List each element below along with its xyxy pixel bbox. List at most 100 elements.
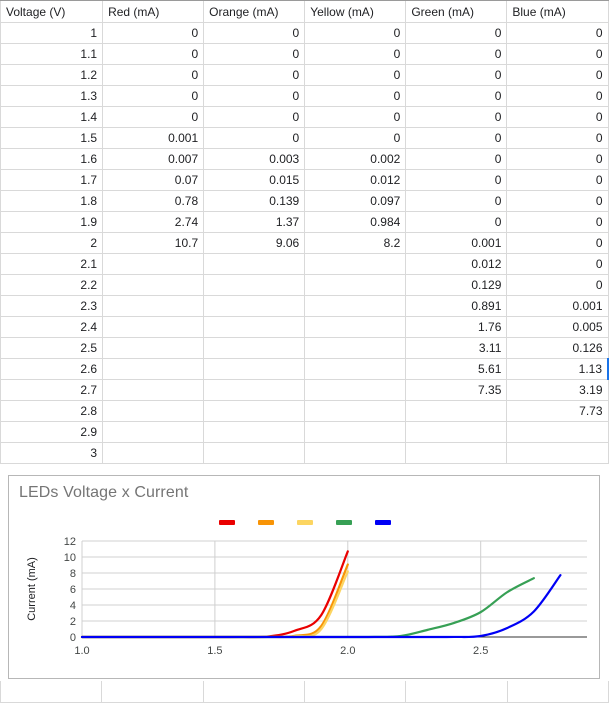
cell-r9-c2[interactable]: 1.37: [203, 211, 306, 233]
cell-r10-c2[interactable]: 9.06: [203, 232, 306, 254]
table-row[interactable]: 2.6 5.61 1.13: [0, 358, 609, 380]
cell-r4-c5[interactable]: 0: [506, 106, 609, 128]
cell-r13-c5[interactable]: 0.001: [506, 295, 609, 317]
cell-r18-c4[interactable]: [405, 400, 508, 422]
cell-r19-c0[interactable]: 2.9: [0, 421, 104, 443]
empty-cell-0[interactable]: [0, 681, 103, 703]
cell-r15-c0[interactable]: 2.5: [0, 337, 104, 359]
cell-r2-c3[interactable]: 0: [304, 64, 407, 86]
cell-r1-c1[interactable]: 0: [102, 43, 205, 65]
cell-r7-c5[interactable]: 0: [506, 169, 609, 191]
cell-r13-c0[interactable]: 2.3: [0, 295, 104, 317]
cell-r19-c2[interactable]: [203, 421, 306, 443]
cell-r10-c3[interactable]: 8.2: [304, 232, 407, 254]
cell-r6-c1[interactable]: 0.007: [102, 148, 205, 170]
legend-swatch-green[interactable]: [336, 520, 352, 525]
table-row[interactable]: 2.7 7.35 3.19: [0, 379, 609, 401]
empty-cell-2[interactable]: [202, 681, 305, 703]
cell-r10-c1[interactable]: 10.7: [102, 232, 205, 254]
cell-r17-c5[interactable]: 3.19: [506, 379, 609, 401]
table-row[interactable]: 1.4 0 0 0 0 0: [0, 106, 609, 128]
table-row[interactable]: 2.5 3.11 0.126: [0, 337, 609, 359]
cell-r0-c0[interactable]: 1: [0, 22, 104, 44]
table-row[interactable]: 2.9: [0, 421, 609, 443]
cell-r6-c5[interactable]: 0: [506, 148, 609, 170]
cell-r10-c0[interactable]: 2: [0, 232, 104, 254]
cell-r18-c5[interactable]: 7.73: [506, 400, 609, 422]
cell-r9-c3[interactable]: 0.984: [304, 211, 407, 233]
cell-r6-c4[interactable]: 0: [405, 148, 508, 170]
cell-r16-c3[interactable]: [304, 358, 407, 380]
cell-r17-c1[interactable]: [102, 379, 205, 401]
cell-r4-c1[interactable]: 0: [102, 106, 205, 128]
column-header-3[interactable]: Yellow (mA): [304, 0, 407, 23]
cell-r7-c1[interactable]: 0.07: [102, 169, 205, 191]
cell-r2-c5[interactable]: 0: [506, 64, 609, 86]
cell-r2-c1[interactable]: 0: [102, 64, 205, 86]
cell-r4-c4[interactable]: 0: [405, 106, 508, 128]
cell-r8-c2[interactable]: 0.139: [203, 190, 306, 212]
cell-r19-c5[interactable]: [506, 421, 609, 443]
cell-r11-c5[interactable]: 0: [506, 253, 609, 275]
cell-r16-c5[interactable]: 1.13: [506, 358, 609, 380]
cell-r19-c4[interactable]: [405, 421, 508, 443]
cell-r7-c0[interactable]: 1.7: [0, 169, 104, 191]
cell-r15-c5[interactable]: 0.126: [506, 337, 609, 359]
cell-r8-c1[interactable]: 0.78: [102, 190, 205, 212]
cell-r9-c1[interactable]: 2.74: [102, 211, 205, 233]
cell-r0-c5[interactable]: 0: [506, 22, 609, 44]
table-row[interactable]: 2.3 0.891 0.001: [0, 295, 609, 317]
cell-r15-c2[interactable]: [203, 337, 306, 359]
cell-r8-c5[interactable]: 0: [506, 190, 609, 212]
cell-r2-c2[interactable]: 0: [203, 64, 306, 86]
table-row[interactable]: 1.8 0.78 0.139 0.097 0 0: [0, 190, 609, 212]
table-row[interactable]: 2.4 1.76 0.005: [0, 316, 609, 338]
legend-swatch-orange[interactable]: [258, 520, 274, 525]
cell-r18-c3[interactable]: [304, 400, 407, 422]
cell-r20-c3[interactable]: [304, 442, 407, 464]
cell-r4-c3[interactable]: 0: [304, 106, 407, 128]
cell-r14-c3[interactable]: [304, 316, 407, 338]
cell-r1-c0[interactable]: 1.1: [0, 43, 104, 65]
cell-r7-c3[interactable]: 0.012: [304, 169, 407, 191]
cell-r20-c0[interactable]: 3: [0, 442, 104, 464]
cell-r1-c5[interactable]: 0: [506, 43, 609, 65]
cell-r10-c5[interactable]: 0: [506, 232, 609, 254]
cell-r9-c0[interactable]: 1.9: [0, 211, 104, 233]
cell-r18-c0[interactable]: 2.8: [0, 400, 104, 422]
cell-r14-c1[interactable]: [102, 316, 205, 338]
chart-container[interactable]: LEDs Voltage x Current 0 2 4 6 8 10 12 1.0 1.5 2.…: [8, 475, 600, 679]
cell-r1-c2[interactable]: 0: [203, 43, 306, 65]
cell-r11-c1[interactable]: [102, 253, 205, 275]
cell-r13-c3[interactable]: [304, 295, 407, 317]
column-header-5[interactable]: Blue (mA): [506, 0, 609, 23]
cell-r5-c1[interactable]: 0.001: [102, 127, 205, 149]
cell-r12-c1[interactable]: [102, 274, 205, 296]
column-header-2[interactable]: Orange (mA): [203, 0, 306, 23]
cell-r9-c4[interactable]: 0: [405, 211, 508, 233]
column-header-0[interactable]: Voltage (V): [0, 0, 104, 23]
cell-r5-c2[interactable]: 0: [203, 127, 306, 149]
cell-r19-c1[interactable]: [102, 421, 205, 443]
cell-r5-c4[interactable]: 0: [405, 127, 508, 149]
cell-r3-c1[interactable]: 0: [102, 85, 205, 107]
cell-r16-c1[interactable]: [102, 358, 205, 380]
table-row[interactable]: 1.1 0 0 0 0 0: [0, 43, 609, 65]
cell-r12-c0[interactable]: 2.2: [0, 274, 104, 296]
cell-r16-c0[interactable]: 2.6: [0, 358, 104, 380]
cell-r18-c1[interactable]: [102, 400, 205, 422]
cell-r8-c0[interactable]: 1.8: [0, 190, 104, 212]
cell-r13-c1[interactable]: [102, 295, 205, 317]
cell-r20-c5[interactable]: [506, 442, 609, 464]
cell-r16-c4[interactable]: 5.61: [405, 358, 508, 380]
table-row[interactable]: 1.3 0 0 0 0 0: [0, 85, 609, 107]
cell-r0-c3[interactable]: 0: [304, 22, 407, 44]
cell-r13-c2[interactable]: [203, 295, 306, 317]
cell-r11-c3[interactable]: [304, 253, 407, 275]
cell-r20-c2[interactable]: [203, 442, 306, 464]
legend-swatch-yellow[interactable]: [297, 520, 313, 525]
cell-r16-c2[interactable]: [203, 358, 306, 380]
legend-swatch-blue[interactable]: [375, 520, 391, 525]
table-row[interactable]: 2 10.7 9.06 8.2 0.001 0: [0, 232, 609, 254]
